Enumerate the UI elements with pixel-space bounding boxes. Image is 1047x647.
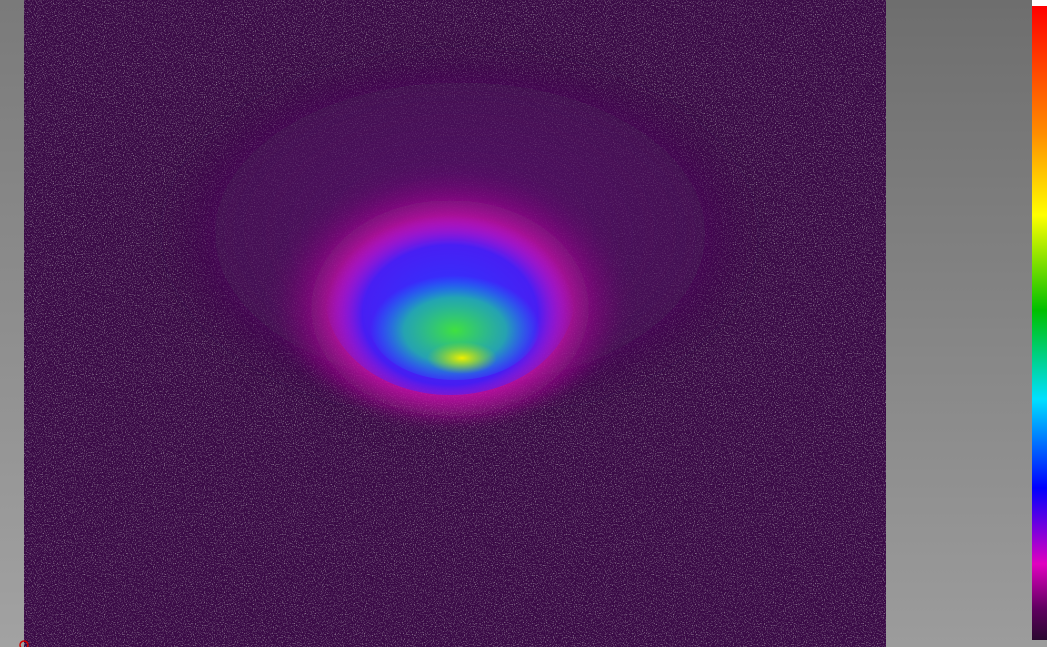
origin-marker — [19, 640, 29, 647]
colorbar — [1032, 6, 1047, 640]
colorbar-top — [1032, 0, 1047, 6]
left-margin — [0, 0, 24, 647]
beam-core — [370, 270, 540, 380]
beam-peak — [427, 342, 497, 374]
